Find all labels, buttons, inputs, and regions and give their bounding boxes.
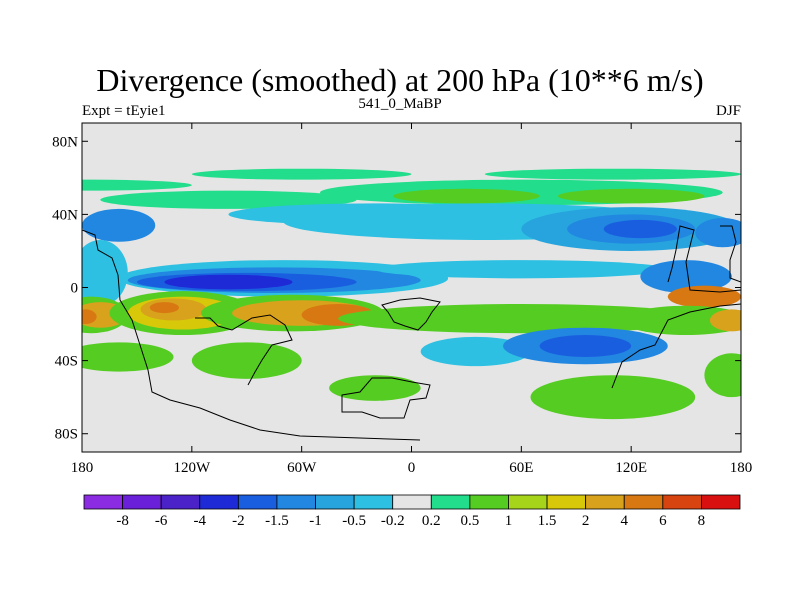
x-tick-label: 180: [730, 460, 753, 476]
colorbar-swatch: [662, 494, 702, 510]
africa-coastline: [381, 297, 441, 331]
colorbar-swatch: [276, 494, 316, 510]
season-label: DJF: [715, 103, 741, 119]
contour-region-2: [484, 168, 741, 180]
x-axis: 180 120W 60W 0 60E 120E 180: [71, 123, 753, 476]
x-tick-label: 120W: [173, 460, 211, 476]
americas-coastline: [82, 229, 421, 441]
colorbar-swatch: [315, 494, 355, 510]
east-asia-coastline: [720, 225, 741, 283]
colorbar-label: -1.5: [265, 513, 289, 529]
experiment-label: Expt = tEyie1: [82, 103, 166, 119]
contour-region-0: [82, 179, 192, 191]
y-tick-label: 80S: [55, 427, 78, 443]
contour-region-42: [704, 353, 741, 398]
colorbar-label: -6: [155, 513, 168, 529]
colorbar-label: -1: [309, 513, 322, 529]
contour-region-33: [622, 305, 741, 336]
y-tick-label: 0: [71, 281, 79, 297]
contour-region-24: [82, 309, 97, 325]
colorbar-swatch: [469, 494, 509, 510]
colorbar-label: -0.2: [381, 513, 405, 529]
chart-title: Divergence (smoothed) at 200 hPa (10**6 …: [96, 62, 704, 98]
case-label: 541_0_MaBP: [358, 96, 442, 112]
colorbar-swatch: [353, 494, 394, 510]
x-tick-label: 60E: [509, 460, 533, 476]
colorbar-label: 0.2: [422, 513, 441, 529]
colorbar-swatch: [701, 494, 741, 510]
asia-coastline: [667, 225, 741, 293]
y-tick-label: 40N: [52, 207, 78, 223]
contour-region-5: [393, 188, 540, 204]
colorbar-label: 1.5: [538, 513, 557, 529]
x-tick-label: 0: [408, 460, 416, 476]
colorbar-label: -2: [232, 513, 245, 529]
colorbar-label: -4: [194, 513, 207, 529]
australia-coastline: [611, 303, 741, 389]
colorbar-swatch: [160, 494, 201, 510]
x-tick-label: 60W: [287, 460, 317, 476]
colorbar-label: 8: [698, 513, 706, 529]
contour-region-1: [191, 168, 412, 180]
contour-region-18: [164, 274, 293, 290]
contour-region-39: [539, 335, 632, 357]
colorbar-swatch: [430, 494, 471, 510]
contour-region-7: [82, 208, 156, 242]
contour-region-35: [82, 342, 174, 372]
contour-region-12: [603, 219, 677, 239]
colorbar-swatch: [199, 494, 239, 510]
colorbar-label: 2: [582, 513, 590, 529]
contour-region-32: [338, 303, 705, 334]
antarctic-peninsula-coastline: [341, 377, 431, 419]
contour-region-20: [640, 260, 732, 293]
colorbar-swatch: [623, 494, 664, 510]
colorbar-label: 1: [505, 513, 513, 529]
colorbar-swatch: [508, 494, 548, 510]
contour-fields: [82, 168, 741, 420]
colorbar-swatch: [83, 494, 123, 510]
south-america-coastline: [195, 314, 293, 386]
colorbar-label: -0.5: [342, 513, 366, 529]
coastline-outline: [82, 225, 741, 441]
colorbar-swatch: [585, 494, 625, 510]
contour-region-14: [82, 239, 128, 306]
colorbar-label: -8: [116, 513, 129, 529]
colorbar-swatch: [546, 494, 587, 510]
colorbar-label: 0.5: [461, 513, 480, 529]
contour-region-6: [557, 188, 705, 204]
contour-region-41: [530, 375, 696, 420]
contour-region-13: [695, 218, 741, 248]
contour-region-37: [420, 336, 531, 367]
contour-region-3: [100, 190, 357, 209]
colorbar-label: 6: [659, 513, 667, 529]
y-tick-label: 40S: [55, 354, 78, 370]
contour-region-34: [709, 309, 741, 332]
colorbar-swatch: [237, 494, 278, 510]
y-tick-label: 80N: [52, 134, 78, 150]
y-axis: 80N 40N 0 40S 80S: [52, 134, 741, 443]
contour-region-21: [667, 285, 741, 308]
contour-region-28: [149, 302, 180, 314]
contour-region-36: [191, 342, 302, 379]
contour-region-40: [329, 375, 421, 401]
colorbar-swatch: [122, 494, 162, 510]
colorbar-swatch: [392, 494, 432, 510]
contour-region-19: [374, 260, 668, 279]
x-tick-label: 120E: [615, 460, 647, 476]
colorbar-label: 4: [620, 513, 628, 529]
colorbar: -8 -6 -4 -2 -1.5 -1 -0.5 -0.2 0.2 0.5 1 1.5 2 4 6 8: [83, 494, 741, 529]
x-tick-label: 180: [71, 460, 94, 476]
